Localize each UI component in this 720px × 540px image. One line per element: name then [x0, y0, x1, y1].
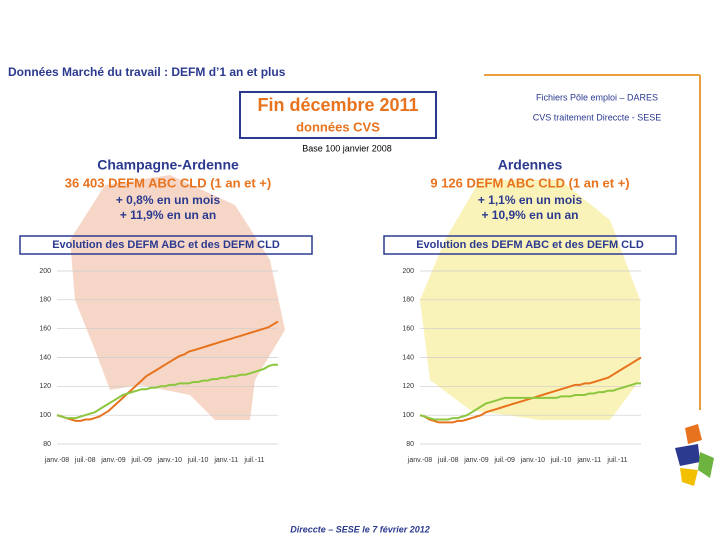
x-tick-label: janv.-09	[463, 457, 488, 464]
y-tick-label: 120	[402, 383, 414, 390]
x-tick-label: juil.-09	[130, 457, 152, 464]
source: CVS traitement Direccte - SESE	[533, 112, 662, 122]
y-tick-label: 140	[402, 354, 414, 361]
region-count: 36 403 DEFM ABC CLD (1 an et +)	[65, 175, 271, 190]
slide-title: Données Marché du travail : DEFM d’1 an …	[8, 65, 286, 79]
y-tick-label: 160	[39, 326, 51, 333]
logo	[675, 424, 714, 486]
x-tick-label: juil.-08	[74, 457, 96, 464]
x-tick-label: janv.-09	[100, 457, 125, 464]
y-tick-label: 180	[39, 297, 51, 304]
chart-title-box	[383, 235, 677, 255]
x-tick-label: juil.-09	[493, 457, 515, 464]
y-tick-label: 80	[43, 441, 51, 448]
y-tick-label: 80	[406, 441, 414, 448]
year-change: + 10,9% en un an	[481, 208, 578, 222]
month-change: + 0,8% en un mois	[116, 193, 221, 207]
region-name: Ardennes	[498, 157, 563, 173]
x-tick-label: juil.-10	[187, 457, 209, 464]
x-tick-label: janv.-11	[213, 457, 238, 464]
y-tick-label: 200	[39, 268, 51, 275]
region-count: 9 126 DEFM ABC CLD (1 an et +)	[430, 175, 629, 190]
month-change: + 1,1% en un mois	[478, 193, 583, 207]
region-name: Champagne-Ardenne	[97, 157, 239, 173]
series-line	[419, 382, 641, 421]
x-tick-label: janv.-10	[520, 457, 545, 464]
series-line	[56, 363, 278, 420]
period-box	[239, 91, 437, 139]
y-tick-label: 140	[39, 354, 51, 361]
footer: Direccte – SESE le 7 février 2012	[290, 524, 430, 534]
x-tick-label: juil.-10	[550, 457, 572, 464]
y-tick-label: 200	[402, 268, 414, 275]
y-tick-label: 100	[402, 412, 414, 419]
x-tick-label: janv.-08	[44, 457, 69, 464]
period-note: données CVS	[296, 119, 380, 134]
x-tick-label: janv.-10	[157, 457, 182, 464]
x-tick-label: janv.-08	[407, 457, 432, 464]
x-tick-label: juil.-08	[437, 457, 459, 464]
x-tick-label: juil.-11	[606, 457, 627, 464]
chart-title: Evolution des DEFM ABC et des DEFM CLD	[416, 239, 644, 251]
x-tick-label: janv.-11	[576, 457, 601, 464]
year-change: + 11,9% en un an	[120, 208, 216, 222]
chart-title-box	[19, 235, 313, 255]
y-tick-label: 100	[39, 412, 51, 419]
y-tick-label: 160	[402, 326, 414, 333]
chart-title: Evolution des DEFM ABC et des DEFM CLD	[52, 239, 280, 251]
series-line	[56, 320, 279, 422]
period: Fin décembre 2011	[257, 95, 418, 115]
source: Fichiers Pôle emploi – DARES	[536, 92, 658, 102]
y-tick-label: 180	[402, 297, 414, 304]
x-tick-label: juil.-11	[243, 457, 264, 464]
base-note: Base 100 janvier 2008	[302, 143, 392, 153]
y-tick-label: 120	[39, 383, 51, 390]
